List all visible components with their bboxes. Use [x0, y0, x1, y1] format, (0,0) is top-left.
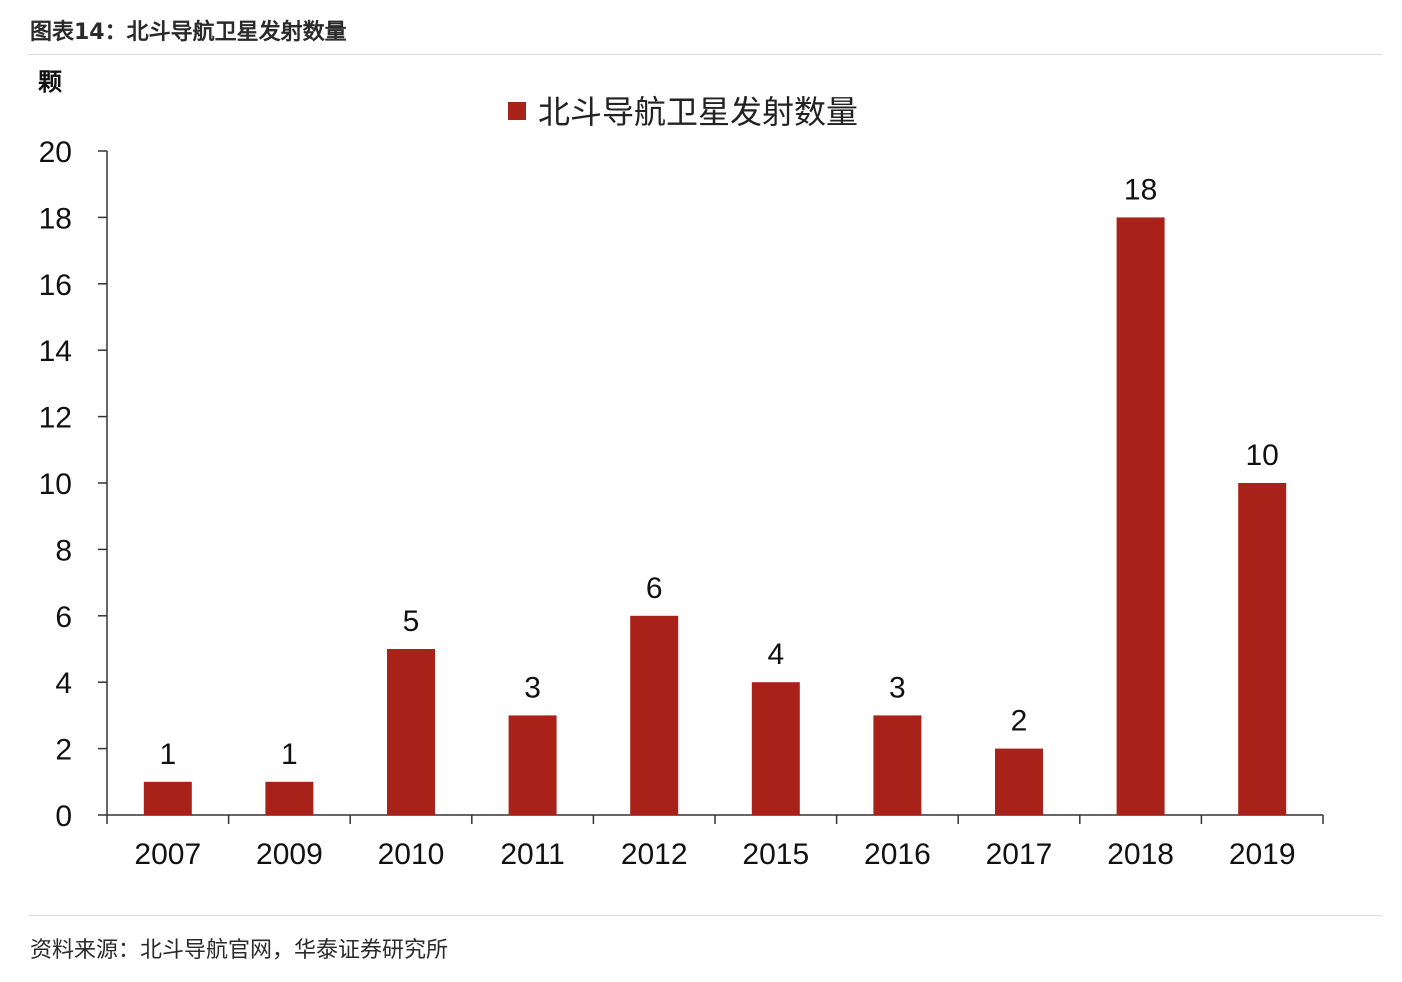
data-label: 18: [1124, 173, 1157, 206]
x-tick-label: 2007: [134, 838, 201, 871]
bar: [630, 615, 679, 815]
x-tick-label: 2009: [256, 838, 323, 871]
chart-legend: 北斗导航卫星发射数量: [508, 93, 858, 131]
bar-chart: 颗 北斗导航卫星发射数量 0 2 4 6 8 10 12 14 16 18 20 1 2007 1 2009…: [38, 68, 1324, 871]
data-label: 3: [524, 671, 541, 704]
legend-swatch: [508, 102, 526, 120]
x-tick-label: 2018: [1107, 838, 1174, 871]
y-tick-label: 14: [39, 335, 72, 368]
source-divider: [28, 915, 1382, 916]
title-divider: [28, 54, 1382, 55]
data-label: 1: [281, 738, 298, 771]
bar: [265, 781, 314, 815]
legend-label: 北斗导航卫星发射数量: [538, 93, 858, 131]
bar: [873, 715, 922, 815]
data-label: 4: [767, 638, 784, 671]
y-tick-label: 6: [55, 601, 72, 634]
x-tick-label: 2015: [742, 838, 809, 871]
label-group: 0 2 4 6 8 10 12 14 16 18 20 1 2007 1 2009 5 2010 3 2011 6 20…: [39, 136, 1296, 871]
data-label: 10: [1246, 439, 1279, 472]
y-tick-label: 20: [39, 136, 72, 169]
data-label: 2: [1011, 705, 1028, 738]
figure-title: 图表14：北斗导航卫星发射数量: [30, 20, 347, 45]
y-tick-label: 10: [39, 468, 72, 501]
y-tick-label: 12: [39, 402, 72, 435]
bar: [995, 748, 1043, 815]
y-tick-label: 16: [39, 269, 72, 302]
y-tick-label: 2: [55, 734, 72, 767]
data-label: 5: [403, 605, 420, 638]
x-tick-label: 2019: [1229, 838, 1296, 871]
bar: [508, 715, 557, 815]
y-axis-unit-label: 颗: [38, 68, 62, 96]
y-tick-label: 0: [55, 800, 72, 833]
source-note: 资料来源：北斗导航官网，华泰证券研究所: [30, 938, 449, 963]
x-tick-label: 2016: [864, 838, 931, 871]
x-tick-label: 2012: [621, 838, 688, 871]
y-tick-label: 18: [39, 202, 72, 235]
bar: [1238, 483, 1287, 815]
bar: [1116, 217, 1165, 815]
x-tick-label: 2017: [986, 838, 1053, 871]
data-label: 6: [646, 572, 663, 605]
bar: [751, 682, 800, 815]
bar: [387, 649, 435, 815]
bar: [143, 781, 192, 815]
y-tick-label: 4: [55, 667, 72, 700]
bar-group: [143, 217, 1287, 815]
data-label: 1: [159, 738, 176, 771]
y-tick-label: 8: [55, 534, 72, 567]
x-tick-label: 2011: [500, 838, 565, 871]
data-label: 3: [889, 671, 906, 704]
x-tick-label: 2010: [378, 838, 445, 871]
